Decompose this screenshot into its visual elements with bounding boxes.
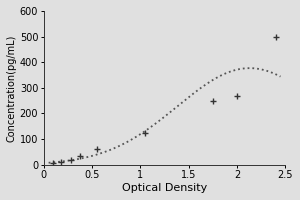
X-axis label: Optical Density: Optical Density bbox=[122, 183, 207, 193]
Y-axis label: Concentration(pg/mL): Concentration(pg/mL) bbox=[7, 34, 17, 142]
